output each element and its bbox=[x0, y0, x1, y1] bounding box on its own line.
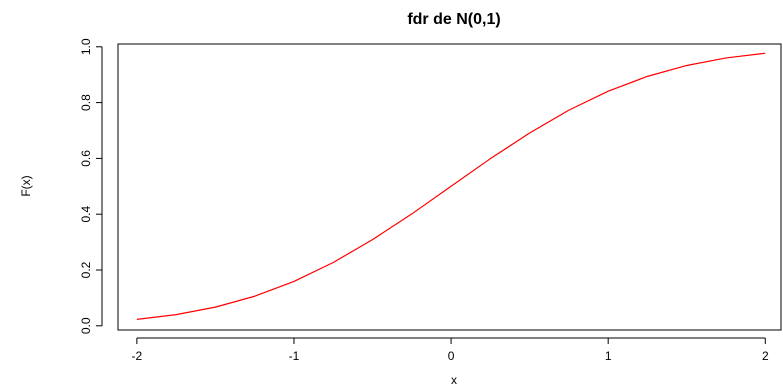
series-layer bbox=[136, 52, 766, 320]
x-axis: -2 -1 0 1 2 bbox=[132, 337, 769, 363]
y-tick-label: 0.2 bbox=[79, 261, 93, 278]
y-tick-label: 0.8 bbox=[79, 94, 93, 111]
x-tick-label: -2 bbox=[132, 349, 143, 363]
plot-frame bbox=[117, 43, 782, 331]
y-axis-label: F(x) bbox=[19, 175, 33, 196]
x-tick-label: 2 bbox=[762, 349, 769, 363]
x-axis-label: x bbox=[451, 373, 457, 386]
x-tick-label: -1 bbox=[289, 349, 300, 363]
y-tick-label: 0.0 bbox=[79, 317, 93, 334]
x-tick-label: 0 bbox=[448, 349, 455, 363]
cdf-line bbox=[136, 52, 766, 320]
x-tick-label: 1 bbox=[605, 349, 612, 363]
y-tick-label: 0.6 bbox=[79, 150, 93, 167]
y-tick-label: 0.4 bbox=[79, 206, 93, 223]
chart-title: fdr de N(0,1) bbox=[407, 11, 500, 28]
plot-border bbox=[117, 43, 782, 331]
y-tick-label: 1.0 bbox=[79, 38, 93, 55]
y-axis: 0.0 0.2 0.4 0.6 0.8 1.0 bbox=[79, 38, 103, 334]
